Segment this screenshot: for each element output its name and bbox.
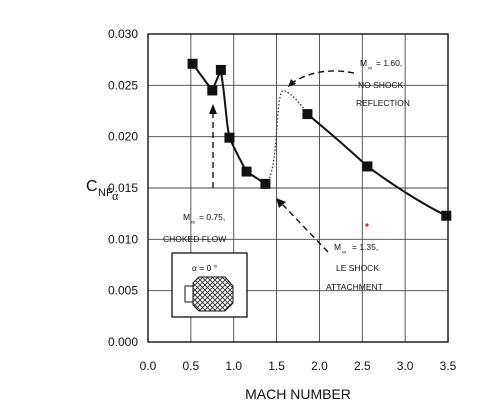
annotation-m160-value: = 1.60,: [376, 58, 402, 68]
y-tick-label: 0.005: [108, 284, 138, 298]
annotation-m075: M ∞ = 0.75, CHOKED FLOW: [163, 212, 226, 244]
inset-body: [192, 276, 234, 312]
annotation-m135-prefix: M: [334, 242, 341, 252]
x-tick-label: 0.5: [183, 359, 200, 373]
y-tick-label: 0.025: [108, 78, 138, 92]
annotation-m135-arrowhead: [276, 198, 286, 208]
x-tick-label: 2.5: [354, 359, 371, 373]
x-tick-label: 1.5: [268, 359, 285, 373]
annotation-m075-value: = 0.75,: [199, 212, 225, 222]
y-axis-title-sub2: α: [112, 191, 119, 203]
annotation-m135-line3: ATTACHMENT: [326, 282, 383, 292]
y-tick-label: 0.015: [108, 181, 138, 195]
y-tick-label: 0.020: [108, 130, 138, 144]
annotation-m160-sub: ∞: [368, 66, 372, 72]
annotation-m160-line2: NO SHOCK: [358, 80, 404, 90]
annotation-m135-arrow: [282, 204, 329, 253]
annotation-m135-sub: ∞: [342, 250, 346, 256]
annotation-m135-line2: LE SHOCK: [336, 263, 379, 273]
x-tick-label: 0.0: [140, 359, 157, 373]
annotation-m160: M ∞ = 1.60, NO SHOCK REFLECTION: [356, 58, 410, 108]
data-point-marker: [302, 109, 313, 120]
y-tick-label: 0.000: [108, 335, 138, 349]
y-axis-title-sub1: NF: [98, 187, 113, 199]
y-axis-title-main: C: [86, 178, 98, 195]
data-point-marker: [224, 132, 235, 143]
x-tick-label: 3.5: [440, 359, 457, 373]
data-point-marker: [441, 210, 452, 221]
y-axis-title: C NF α: [86, 178, 119, 203]
x-axis-ticks: 0.0 0.5 1.0 1.5 2.0 2.5 3.0 3.5: [140, 359, 457, 373]
annotation-m160-arrow: [291, 70, 355, 84]
data-point-marker: [260, 178, 271, 189]
data-curve: [191, 63, 266, 185]
annotation-m160-line3: REFLECTION: [356, 98, 410, 108]
y-tick-label: 0.030: [108, 27, 138, 41]
data-point-marker: [362, 161, 373, 172]
annotation-m135-value: = 1.35,: [352, 242, 378, 252]
inset-label: α = 0 °: [192, 263, 217, 273]
x-tick-label: 2.0: [311, 359, 328, 373]
data-curve-supersonic: [306, 113, 447, 217]
data-point-marker: [187, 58, 198, 69]
data-point-marker: [241, 166, 252, 177]
x-tick-label: 3.0: [397, 359, 414, 373]
y-axis-ticks: 0.000 0.005 0.010 0.015 0.020 0.025 0.030: [108, 27, 138, 349]
annotation-m075-line2: CHOKED FLOW: [163, 234, 226, 244]
y-tick-label: 0.010: [108, 232, 138, 246]
annotation-m160-prefix: M: [360, 58, 367, 68]
annotation-m135: M ∞ = 1.35, LE SHOCK ATTACHMENT: [326, 242, 383, 292]
dotted-curve-segment: [264, 89, 308, 185]
inset-box: α = 0 °: [171, 252, 248, 318]
x-tick-label: 1.0: [225, 359, 242, 373]
annotation-m075-arrowhead: [209, 104, 217, 114]
data-markers: [187, 58, 452, 221]
data-point-marker: [215, 64, 226, 75]
annotation-m075-prefix: M: [183, 212, 190, 222]
red-dot: [365, 223, 369, 227]
annotation-m160-arrowhead: [288, 79, 296, 87]
annotation-m075-sub: ∞: [191, 220, 195, 226]
plot-frame: [147, 33, 449, 343]
x-axis-title: MACH NUMBER: [245, 386, 351, 402]
data-point-marker: [207, 85, 218, 96]
